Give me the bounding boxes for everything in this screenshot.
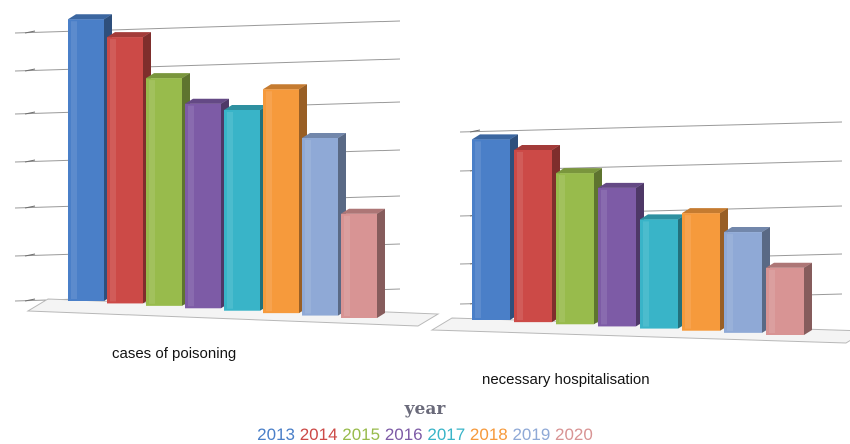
- bar-2014: [514, 144, 560, 323]
- legend-item-2020: 2020: [550, 425, 593, 444]
- legend-item-2013: 2013: [257, 425, 295, 444]
- legend-item-2016: 2016: [380, 425, 423, 444]
- chart-title-left: cases of poisoning: [112, 345, 236, 362]
- tick-mark: [24, 205, 36, 209]
- bar-2018: [263, 84, 307, 314]
- bar-2015: [146, 73, 190, 306]
- chart-floor: [430, 317, 850, 344]
- tick-mark: [24, 68, 36, 72]
- tick-mark: [469, 129, 481, 133]
- chart-title-right: necessary hospitalisation: [482, 371, 650, 388]
- bar-2016: [185, 98, 229, 309]
- bar-2018: [682, 208, 728, 331]
- legend-title: year: [404, 399, 447, 419]
- tick-mark: [24, 159, 36, 163]
- bar-2013: [472, 134, 518, 320]
- tick-mark: [24, 298, 36, 302]
- bar-2013: [68, 14, 112, 301]
- bar-2015: [556, 168, 602, 325]
- chart-floor: [26, 298, 440, 327]
- tick-mark: [24, 30, 36, 34]
- legend-item-2014: 2014: [295, 425, 338, 444]
- bar-2019: [302, 133, 346, 316]
- tick-mark: [24, 253, 36, 257]
- legend-item-2015: 2015: [338, 425, 381, 444]
- bar-2014: [107, 32, 151, 304]
- bar-2017: [640, 214, 686, 329]
- bar-2020: [766, 262, 812, 335]
- legend-item-2017: 2017: [423, 425, 466, 444]
- bar-2016: [598, 182, 644, 327]
- chart-necessary-hospitalisation: [430, 121, 850, 344]
- legend-item-2019: 2019: [508, 425, 551, 444]
- bar-2019: [724, 227, 770, 333]
- tick-mark: [24, 111, 36, 115]
- gridline: [459, 121, 843, 133]
- bar-2017: [224, 104, 268, 311]
- chart-cases-of-poisoning: [14, 14, 440, 327]
- legend-item-2018: 2018: [465, 425, 508, 444]
- legend: 2013 2014 2015 2016 2017 2018 2019 2020: [257, 425, 593, 444]
- bar-2020: [341, 208, 385, 318]
